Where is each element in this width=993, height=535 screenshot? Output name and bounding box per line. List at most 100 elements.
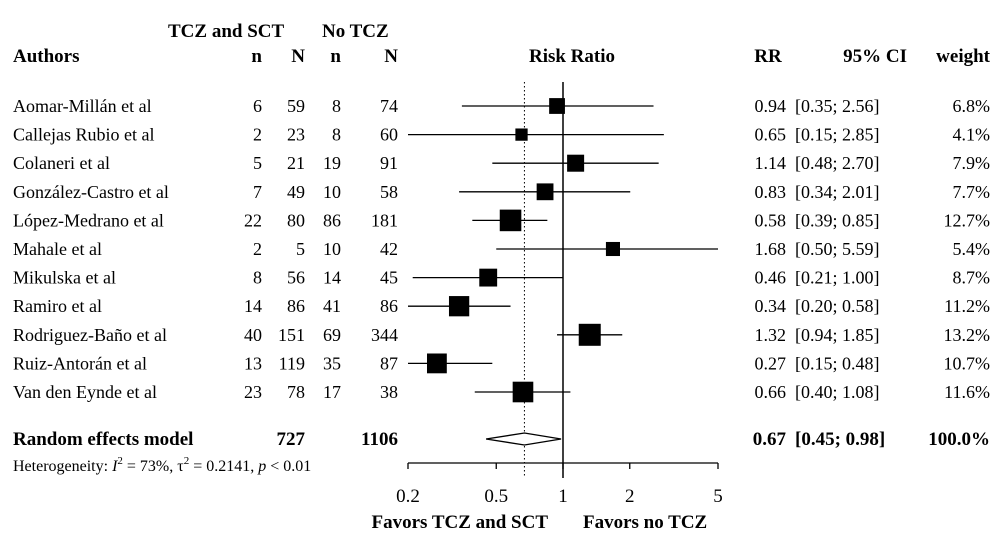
study-weight: 8.7% — [953, 268, 991, 288]
favors-left-label: Favors TCZ and SCT — [371, 512, 548, 533]
study-rr: 0.58 — [755, 210, 787, 230]
study-N2: 344 — [371, 325, 398, 345]
study-rr: 0.94 — [755, 96, 787, 116]
study-N1: 59 — [287, 96, 305, 116]
study-author: Ramiro et al — [13, 296, 102, 316]
x-tick-label: 5 — [713, 486, 723, 507]
study-ci: [0.35; 2.56] — [795, 96, 880, 116]
study-N2: 91 — [380, 153, 398, 173]
study-N1: 21 — [287, 153, 305, 173]
study-point — [536, 183, 554, 201]
study-weight: 7.7% — [953, 182, 991, 202]
study-author: González-Castro et al — [13, 182, 169, 202]
study-N2: 45 — [380, 268, 398, 288]
study-n1: 5 — [253, 153, 262, 173]
n2-header: n — [330, 46, 341, 67]
study-ci: [0.50; 5.59] — [795, 239, 880, 259]
study-ci: [0.15; 2.85] — [795, 125, 880, 145]
study-n1: 7 — [253, 182, 262, 202]
study-n1: 2 — [253, 125, 262, 145]
study-point — [605, 241, 620, 257]
study-n2: 10 — [323, 239, 341, 259]
study-rr: 0.27 — [755, 353, 787, 373]
study-n2: 10 — [323, 182, 341, 202]
study-n1: 23 — [244, 382, 262, 402]
study-n1: 2 — [253, 239, 262, 259]
study-point — [448, 296, 470, 317]
study-N2: 60 — [380, 125, 398, 145]
study-point — [499, 209, 522, 232]
group1-header: TCZ and SCT — [168, 21, 284, 42]
study-n2: 41 — [323, 296, 341, 316]
study-N2: 181 — [371, 210, 398, 230]
study-weight: 12.7% — [944, 210, 991, 230]
study-n2: 86 — [323, 210, 341, 230]
study-n1: 22 — [244, 210, 262, 230]
study-weight: 5.4% — [953, 239, 991, 259]
study-weight: 7.9% — [953, 153, 991, 173]
group2-header: No TCZ — [322, 21, 389, 42]
study-N1: 151 — [278, 325, 305, 345]
study-ci: [0.40; 1.08] — [795, 382, 880, 402]
pooled-ci: [0.45; 0.98] — [795, 429, 885, 450]
pooled-rr: 0.67 — [753, 429, 787, 450]
pooled-weight: 100.0% — [928, 429, 990, 450]
study-n1: 13 — [244, 353, 262, 373]
study-ci: [0.48; 2.70] — [795, 153, 880, 173]
study-N1: 23 — [287, 125, 305, 145]
study-weight: 4.1% — [953, 125, 991, 145]
study-point — [567, 154, 585, 172]
p-value: < 0.01 — [266, 458, 311, 475]
study-rr: 1.32 — [755, 325, 787, 345]
N2-header: N — [384, 46, 398, 67]
study-rr: 0.34 — [755, 296, 787, 316]
study-n2: 8 — [332, 96, 341, 116]
x-tick-label: 1 — [558, 486, 568, 507]
study-N1: 80 — [287, 210, 305, 230]
study-point — [549, 98, 565, 114]
table-header: TCZ and SCT No TCZ Authors n N n N Risk … — [13, 21, 991, 67]
plot-area: 0.2 0.5 1 2 5 — [396, 82, 723, 507]
study-N1: 86 — [287, 296, 305, 316]
study-n1: 14 — [244, 296, 262, 316]
heterogeneity-prefix: Heterogeneity: — [13, 458, 112, 475]
favors-right-label: Favors no TCZ — [583, 512, 707, 533]
study-rr: 1.14 — [755, 153, 787, 173]
i2-symbol: I — [111, 458, 118, 475]
study-ci: [0.21; 1.00] — [795, 268, 880, 288]
pooled-diamond — [485, 432, 562, 446]
x-tick-label: 0.5 — [484, 486, 508, 507]
x-tick-label: 0.2 — [396, 486, 420, 507]
study-N1: 49 — [287, 182, 305, 202]
study-weight: 11.6% — [944, 382, 990, 402]
study-N2: 38 — [380, 382, 398, 402]
study-N1: 119 — [279, 353, 305, 373]
pooled-N1: 727 — [277, 429, 306, 450]
study-weight: 11.2% — [944, 296, 990, 316]
p-symbol: p — [257, 458, 266, 475]
study-rows: Aomar-Millán et al 6 59 8 74 0.94 [0.35; 2.56]… — [13, 96, 990, 402]
study-point — [479, 268, 498, 287]
study-rr: 1.68 — [755, 239, 787, 259]
study-n2: 8 — [332, 125, 341, 145]
study-author: Callejas Rubio et al — [13, 125, 154, 145]
study-n1: 40 — [244, 325, 262, 345]
study-n2: 69 — [323, 325, 341, 345]
pooled-N2: 1106 — [361, 429, 398, 450]
rr-header: RR — [754, 46, 782, 67]
study-point — [512, 381, 534, 403]
tau-value: = 0.2141, — [189, 458, 258, 475]
study-author: Van den Eynde et al — [13, 382, 157, 402]
ci-header: 95% CI — [843, 46, 907, 67]
study-N1: 5 — [296, 239, 305, 259]
study-N2: 74 — [380, 96, 398, 116]
study-N2: 86 — [380, 296, 398, 316]
study-N1: 78 — [287, 382, 305, 402]
weight-header: weight — [936, 46, 991, 67]
n1-header: n — [251, 46, 262, 67]
study-author: Mahale et al — [13, 239, 102, 259]
study-point — [426, 353, 447, 374]
study-point — [515, 128, 528, 141]
study-weight: 6.8% — [953, 96, 991, 116]
